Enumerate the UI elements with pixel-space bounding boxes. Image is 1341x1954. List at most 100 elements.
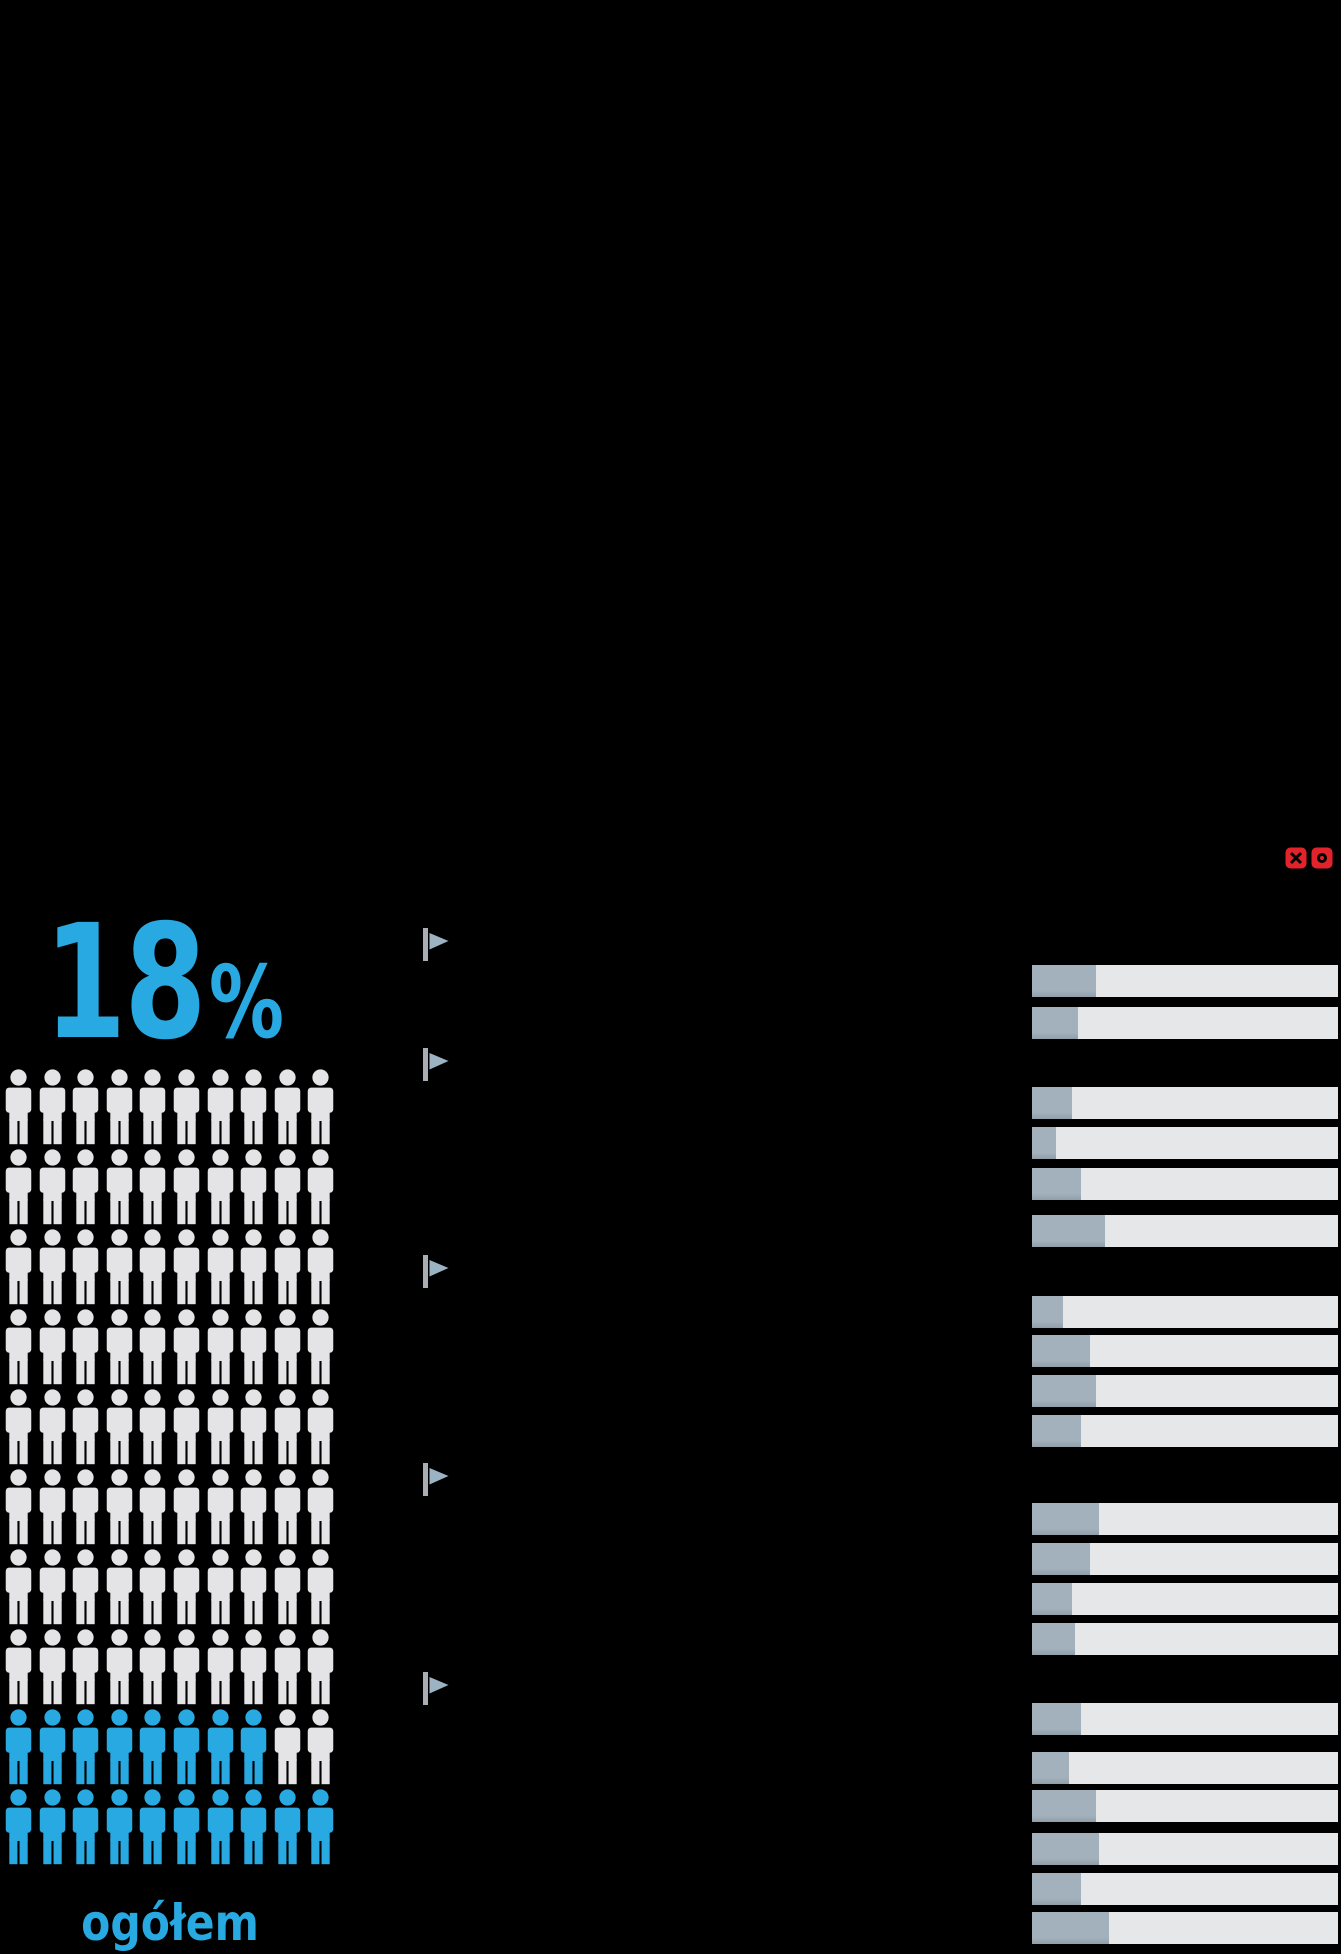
bar-track (1032, 1335, 1338, 1367)
person-icon (105, 1548, 134, 1625)
person-icon (306, 1388, 335, 1465)
bar-track (1032, 1375, 1338, 1407)
bar-track (1032, 1087, 1338, 1119)
bar-track (1032, 1703, 1338, 1735)
bar-value-segment (1032, 1415, 1081, 1447)
person-icon (206, 1468, 235, 1545)
pictograph-label: ogółem (81, 1894, 259, 1952)
bar-track (1032, 965, 1338, 997)
person-icon (172, 1628, 201, 1705)
person-icon (273, 1148, 302, 1225)
person-icon (38, 1068, 67, 1145)
person-icon (306, 1628, 335, 1705)
person-icon (306, 1468, 335, 1545)
person-icon (4, 1548, 33, 1625)
bar-value-segment (1032, 1912, 1109, 1944)
bar-value-segment (1032, 1335, 1090, 1367)
person-icon (273, 1068, 302, 1145)
person-icon (172, 1308, 201, 1385)
person-icon (71, 1548, 100, 1625)
bar-track (1032, 1833, 1338, 1865)
person-icon (105, 1628, 134, 1705)
bar-track (1032, 1583, 1338, 1615)
person-icon (138, 1468, 167, 1545)
person-icon (71, 1468, 100, 1545)
bar-value-segment (1032, 1296, 1063, 1328)
person-icon-highlighted (71, 1788, 100, 1865)
person-icon (138, 1628, 167, 1705)
person-icon (206, 1228, 235, 1305)
bar-track (1032, 1215, 1338, 1247)
person-icon (306, 1148, 335, 1225)
person-icon (172, 1228, 201, 1305)
bar-value-segment (1032, 1752, 1069, 1784)
person-icon (273, 1628, 302, 1705)
person-icon (172, 1148, 201, 1225)
person-icon (239, 1148, 268, 1225)
person-icon (105, 1308, 134, 1385)
person-icon (206, 1308, 235, 1385)
bar-track (1032, 1912, 1338, 1944)
person-icon (239, 1388, 268, 1465)
person-icon (4, 1228, 33, 1305)
headline-value: 18 (44, 891, 207, 1075)
person-icon (206, 1388, 235, 1465)
person-icon (38, 1388, 67, 1465)
bar-track (1032, 1873, 1338, 1905)
person-icon (105, 1468, 134, 1545)
person-icon (273, 1388, 302, 1465)
bar-value-segment (1032, 1873, 1081, 1905)
person-icon (172, 1068, 201, 1145)
person-icon (105, 1068, 134, 1145)
bar-value-segment (1032, 1623, 1075, 1655)
person-icon (38, 1148, 67, 1225)
person-icon (138, 1148, 167, 1225)
person-icon-highlighted (239, 1708, 268, 1785)
logo-mark-icon (1285, 847, 1333, 869)
bar-value-segment (1032, 1583, 1072, 1615)
person-icon (4, 1468, 33, 1545)
bar-value-segment (1032, 1168, 1081, 1200)
person-icon (4, 1628, 33, 1705)
person-icon (273, 1228, 302, 1305)
bar-value-segment (1032, 1087, 1072, 1119)
person-icon (239, 1628, 268, 1705)
headline-percentage: 18 % (44, 904, 284, 1062)
person-icon (206, 1548, 235, 1625)
bar-track (1032, 1790, 1338, 1822)
person-icon (172, 1548, 201, 1625)
person-icon (38, 1468, 67, 1545)
person-icon (306, 1068, 335, 1145)
person-icon (71, 1628, 100, 1705)
person-icon (306, 1548, 335, 1625)
person-icon-highlighted (105, 1788, 134, 1865)
person-icon (138, 1388, 167, 1465)
person-icon-highlighted (239, 1788, 268, 1865)
bar-track (1032, 1623, 1338, 1655)
person-icon (273, 1708, 302, 1785)
person-icon (138, 1308, 167, 1385)
person-icon (239, 1228, 268, 1305)
flag-icon (423, 1463, 449, 1496)
person-icon (71, 1388, 100, 1465)
bar-value-segment (1032, 1703, 1081, 1735)
flag-icon (423, 1048, 449, 1081)
person-icon (105, 1228, 134, 1305)
person-icon-highlighted (4, 1788, 33, 1865)
person-icon (273, 1548, 302, 1625)
person-icon (306, 1308, 335, 1385)
person-icon (306, 1708, 335, 1785)
bar-track (1032, 1415, 1338, 1447)
person-icon (239, 1308, 268, 1385)
person-icon (38, 1228, 67, 1305)
bar-track (1032, 1543, 1338, 1575)
headline-percent-sign: % (208, 944, 285, 1061)
bar-value-segment (1032, 1790, 1096, 1822)
person-icon-highlighted (172, 1708, 201, 1785)
flag-icon (423, 1255, 449, 1288)
person-icon (206, 1628, 235, 1705)
flag-icon (423, 1672, 449, 1705)
bar-value-segment (1032, 1127, 1056, 1159)
person-icon (38, 1548, 67, 1625)
